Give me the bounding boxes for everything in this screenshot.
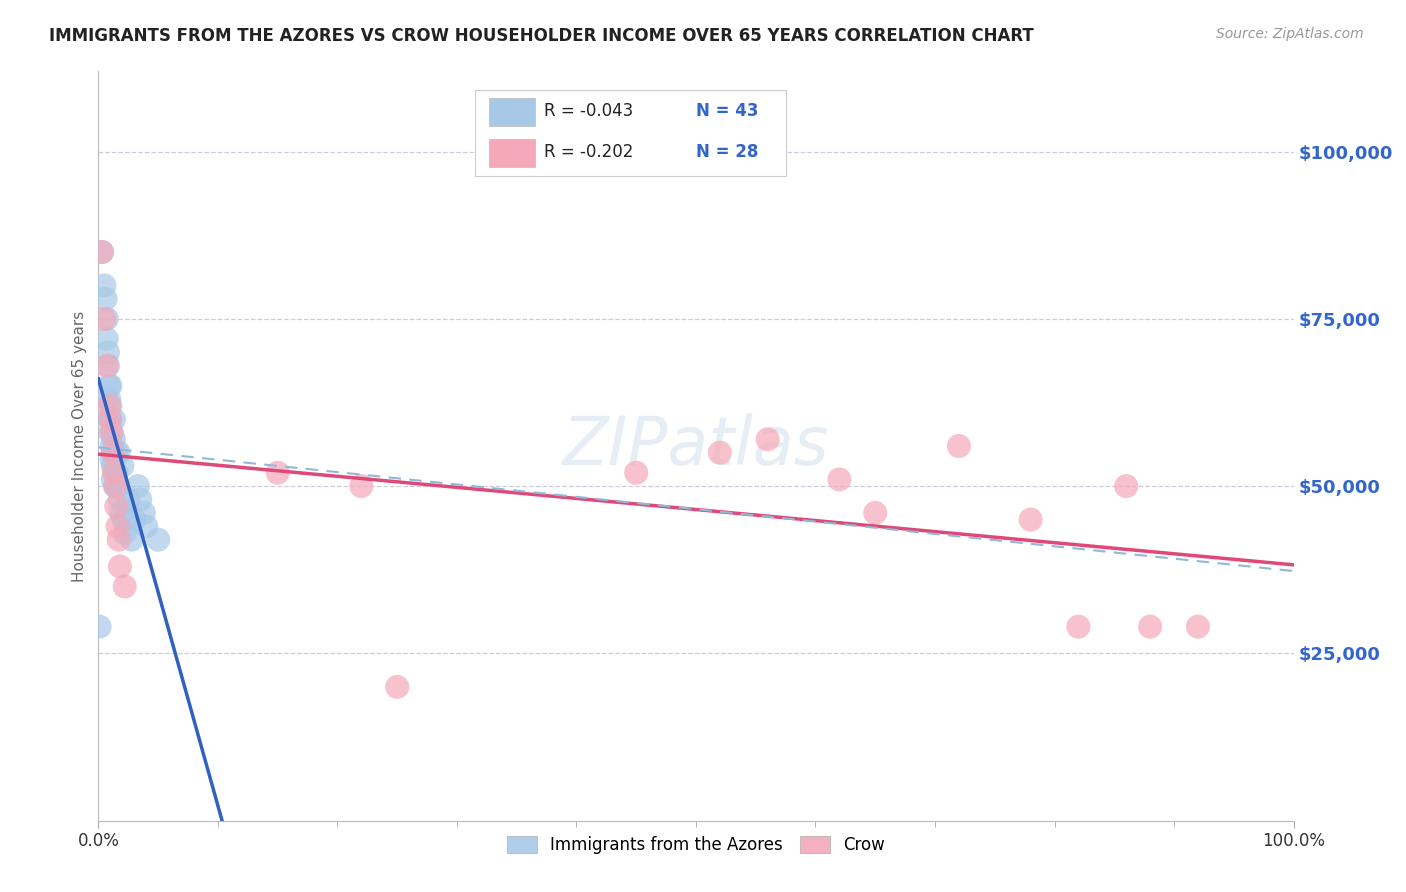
- Point: [97, 345, 120, 359]
- Point: [104, 466, 127, 480]
- Legend: Immigrants from the Azores, Crow: Immigrants from the Azores, Crow: [501, 830, 891, 861]
- Point: [756, 433, 779, 447]
- FancyBboxPatch shape: [475, 90, 786, 177]
- Point: [98, 378, 122, 392]
- Point: [96, 332, 118, 346]
- Point: [121, 533, 143, 547]
- Point: [105, 479, 128, 493]
- Point: [114, 580, 136, 594]
- Point: [114, 526, 136, 541]
- Point: [97, 359, 120, 373]
- Point: [107, 519, 129, 533]
- Point: [1139, 619, 1161, 633]
- Text: R = -0.202: R = -0.202: [544, 144, 634, 161]
- Point: [98, 412, 122, 426]
- Point: [101, 446, 124, 460]
- Point: [98, 412, 122, 426]
- Point: [112, 512, 135, 526]
- Point: [107, 446, 129, 460]
- Point: [98, 378, 121, 392]
- Point: [105, 500, 128, 514]
- Point: [107, 533, 129, 547]
- Point: [91, 244, 114, 259]
- Point: [104, 479, 127, 493]
- Point: [828, 473, 851, 487]
- Point: [148, 533, 170, 547]
- Y-axis label: Householder Income Over 65 years: Householder Income Over 65 years: [72, 310, 87, 582]
- Point: [626, 466, 648, 480]
- Point: [135, 519, 157, 533]
- Point: [93, 278, 115, 293]
- Point: [948, 439, 970, 453]
- Text: Source: ZipAtlas.com: Source: ZipAtlas.com: [1216, 27, 1364, 41]
- Point: [1019, 512, 1042, 526]
- Text: IMMIGRANTS FROM THE AZORES VS CROW HOUSEHOLDER INCOME OVER 65 YEARS CORRELATION : IMMIGRANTS FROM THE AZORES VS CROW HOUSE…: [49, 27, 1033, 45]
- Point: [108, 492, 131, 507]
- Point: [98, 412, 121, 426]
- Point: [709, 446, 731, 460]
- Point: [101, 458, 124, 473]
- Text: N = 28: N = 28: [696, 144, 758, 161]
- Point: [127, 479, 149, 493]
- Point: [100, 452, 122, 467]
- Point: [96, 359, 118, 373]
- Point: [108, 559, 131, 574]
- Point: [98, 399, 122, 413]
- Point: [96, 312, 118, 326]
- Text: ZIPatlas: ZIPatlas: [562, 413, 830, 479]
- Point: [132, 506, 155, 520]
- Point: [100, 439, 122, 453]
- Point: [98, 399, 121, 413]
- FancyBboxPatch shape: [489, 97, 534, 126]
- Point: [1187, 619, 1209, 633]
- Point: [103, 412, 125, 426]
- Point: [267, 466, 290, 480]
- Point: [100, 425, 122, 440]
- Point: [94, 292, 117, 306]
- Point: [101, 446, 124, 460]
- Point: [111, 458, 134, 473]
- Point: [107, 479, 129, 493]
- Point: [98, 425, 122, 440]
- Text: N = 43: N = 43: [696, 102, 758, 120]
- Point: [104, 479, 127, 493]
- Point: [103, 466, 125, 480]
- FancyBboxPatch shape: [489, 139, 534, 168]
- Point: [91, 244, 114, 259]
- Point: [93, 312, 115, 326]
- Point: [385, 680, 409, 694]
- Point: [1067, 619, 1090, 633]
- Point: [129, 492, 152, 507]
- Point: [105, 466, 128, 480]
- Point: [103, 433, 125, 447]
- Point: [117, 492, 139, 507]
- Point: [89, 619, 111, 633]
- Point: [101, 473, 124, 487]
- Point: [350, 479, 373, 493]
- Point: [124, 512, 146, 526]
- Point: [865, 506, 887, 520]
- Point: [110, 506, 132, 520]
- Point: [100, 425, 122, 440]
- Point: [98, 392, 121, 407]
- Point: [1115, 479, 1137, 493]
- Text: R = -0.043: R = -0.043: [544, 102, 634, 120]
- Point: [105, 446, 128, 460]
